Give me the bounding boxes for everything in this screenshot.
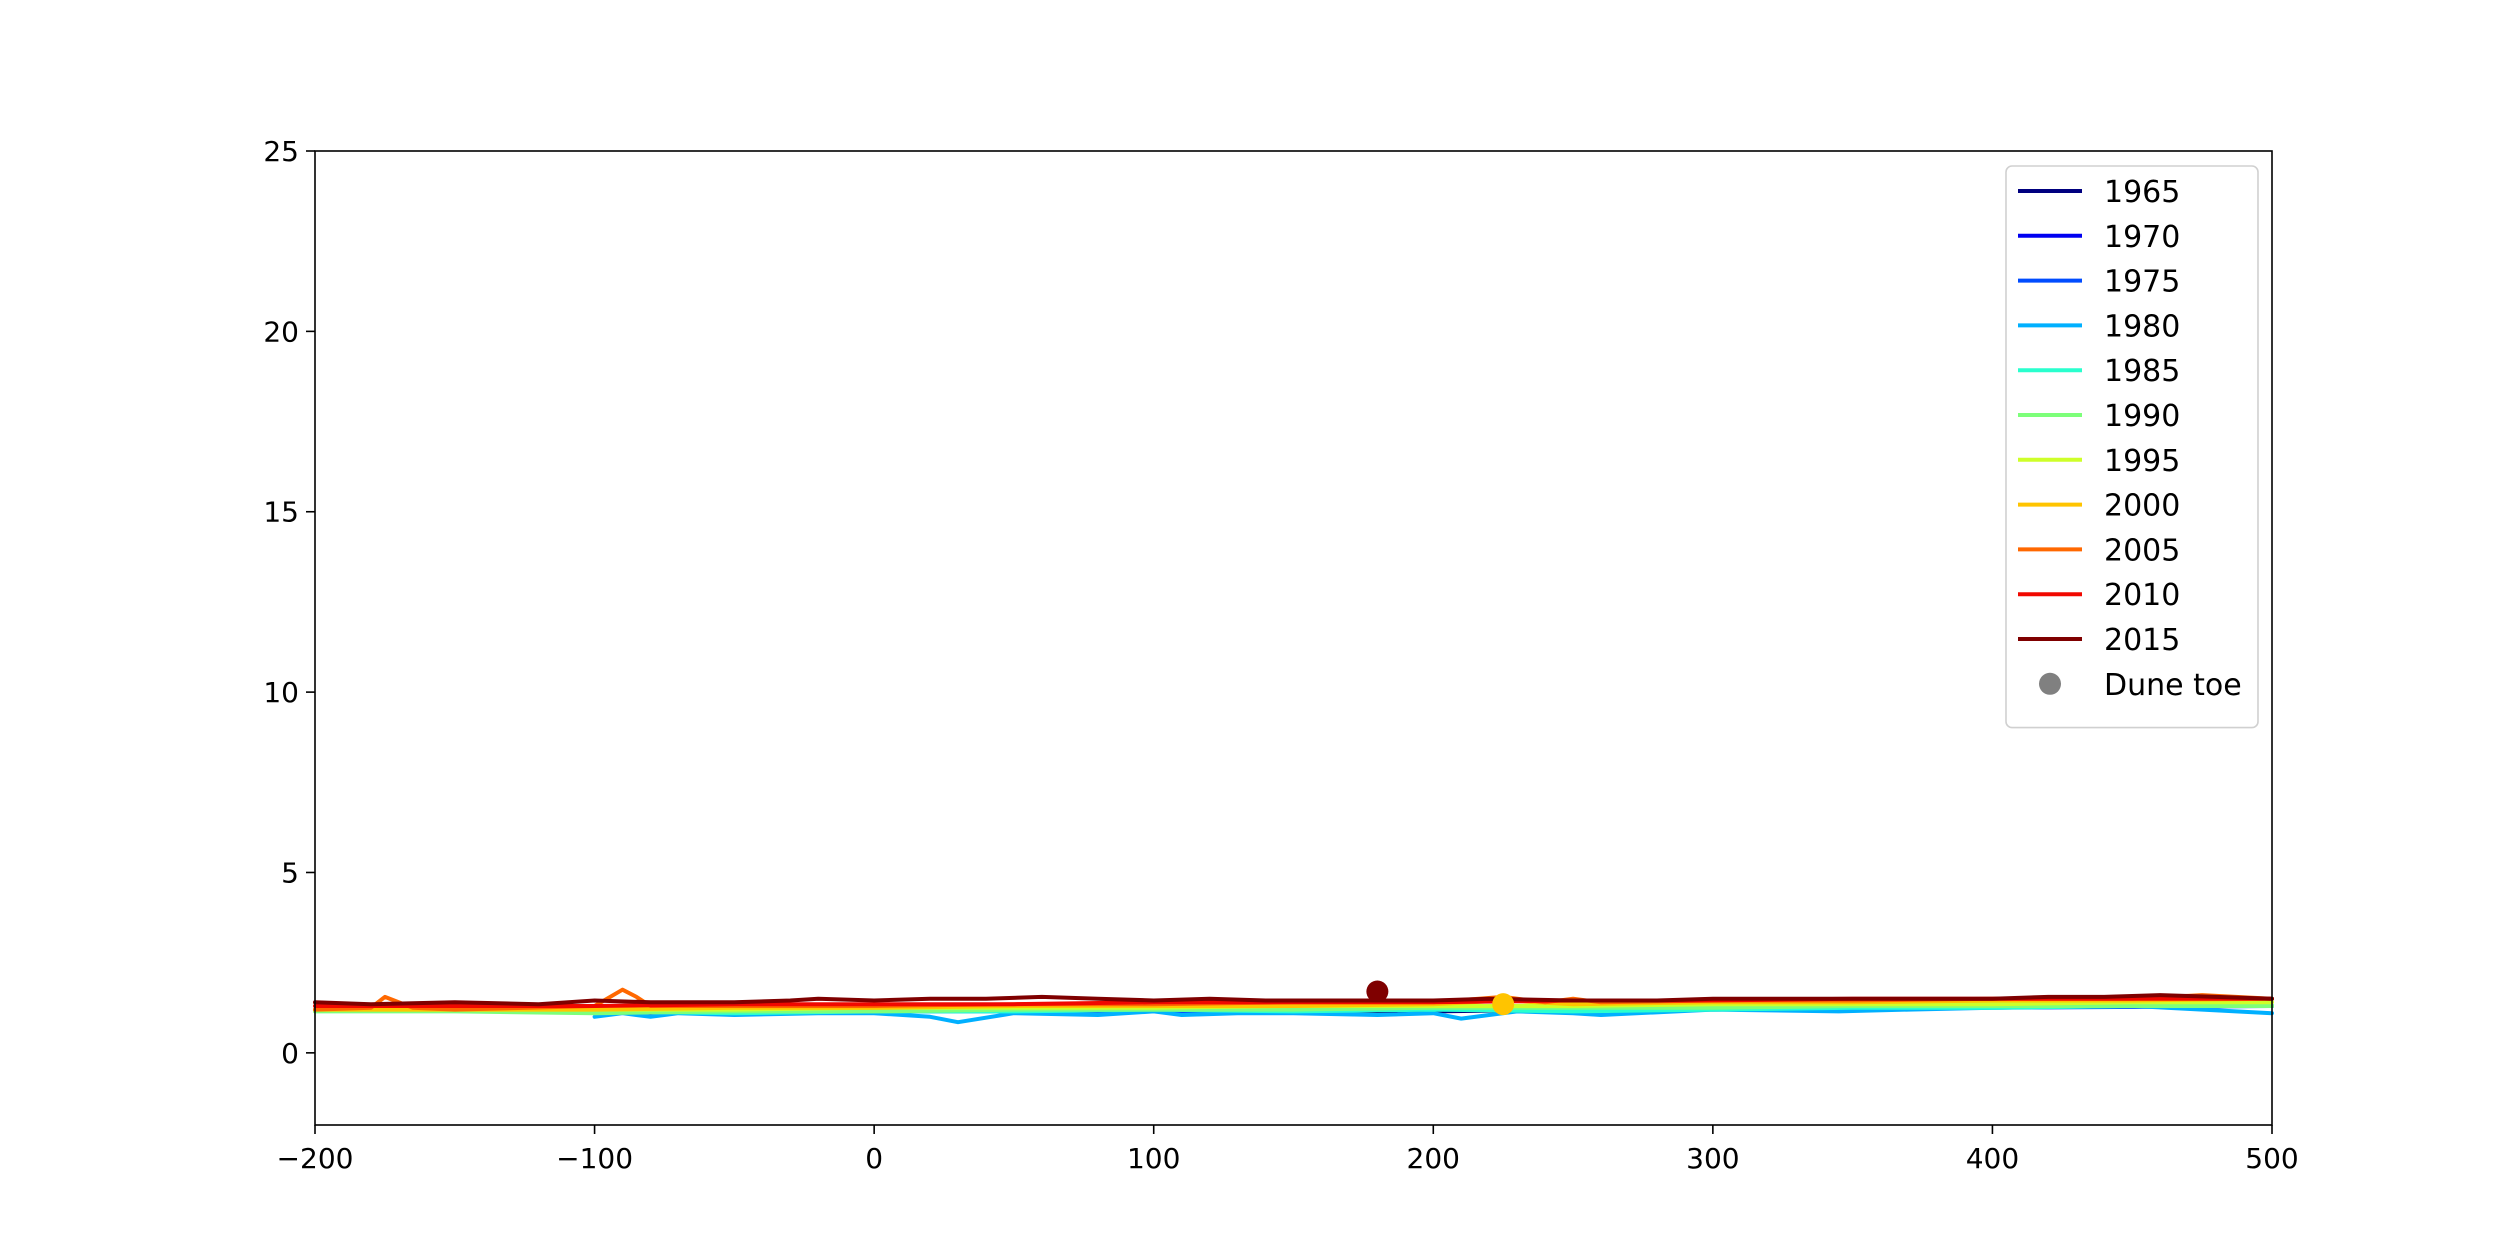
x-tick-label: −200 xyxy=(277,1142,354,1175)
legend-label: 1975 xyxy=(2104,265,2180,300)
plot-frame xyxy=(314,150,2273,1126)
series-lines xyxy=(313,987,2274,1025)
x-tick-label: 100 xyxy=(1127,1142,1180,1175)
dune-toe-markers xyxy=(1366,980,1515,1016)
dune-toe-marker xyxy=(1366,980,1389,1003)
legend-label: 2010 xyxy=(2104,578,2180,613)
legend-label: 1970 xyxy=(2104,220,2180,255)
legend-label: 1980 xyxy=(2104,309,2180,344)
y-tick-label: 10 xyxy=(263,676,299,709)
x-axis: −200 −100 0 100 200 300 400 500 xyxy=(277,1125,2299,1175)
dune-toe-marker xyxy=(1492,993,1515,1016)
legend-frame xyxy=(2005,165,2259,729)
y-tick-label: 0 xyxy=(281,1037,299,1070)
y-tick-label: 25 xyxy=(263,135,299,168)
series-line-2015 xyxy=(313,993,2274,1007)
x-tick-label: 300 xyxy=(1686,1142,1739,1175)
legend-label: 2000 xyxy=(2104,489,2180,524)
y-axis: 0 5 10 15 20 25 xyxy=(263,135,315,1070)
x-tick-label: 200 xyxy=(1407,1142,1460,1175)
legend: 1965 1970 1975 1980 1985 1990 1995 2000 2005 2010… xyxy=(2005,165,2259,729)
legend-label: 1965 xyxy=(2104,175,2180,210)
legend-label: 1985 xyxy=(2104,354,2180,389)
legend-label: 2005 xyxy=(2104,533,2180,568)
x-tick-label: 0 xyxy=(865,1142,883,1175)
x-tick-label: 400 xyxy=(1966,1142,2019,1175)
y-tick-label: 5 xyxy=(281,856,299,889)
x-tick-label: 500 xyxy=(2245,1142,2298,1175)
y-tick-label: 15 xyxy=(263,496,299,529)
plot-background xyxy=(315,151,2272,1125)
legend-marker-swatch xyxy=(2039,672,2061,695)
legend-label: 1990 xyxy=(2104,399,2180,434)
y-tick-label: 20 xyxy=(263,315,299,348)
legend-label: Dune toe xyxy=(2104,668,2242,703)
legend-label: 2015 xyxy=(2104,623,2180,658)
legend-label: 1995 xyxy=(2104,444,2180,479)
x-tick-label: −100 xyxy=(556,1142,633,1175)
